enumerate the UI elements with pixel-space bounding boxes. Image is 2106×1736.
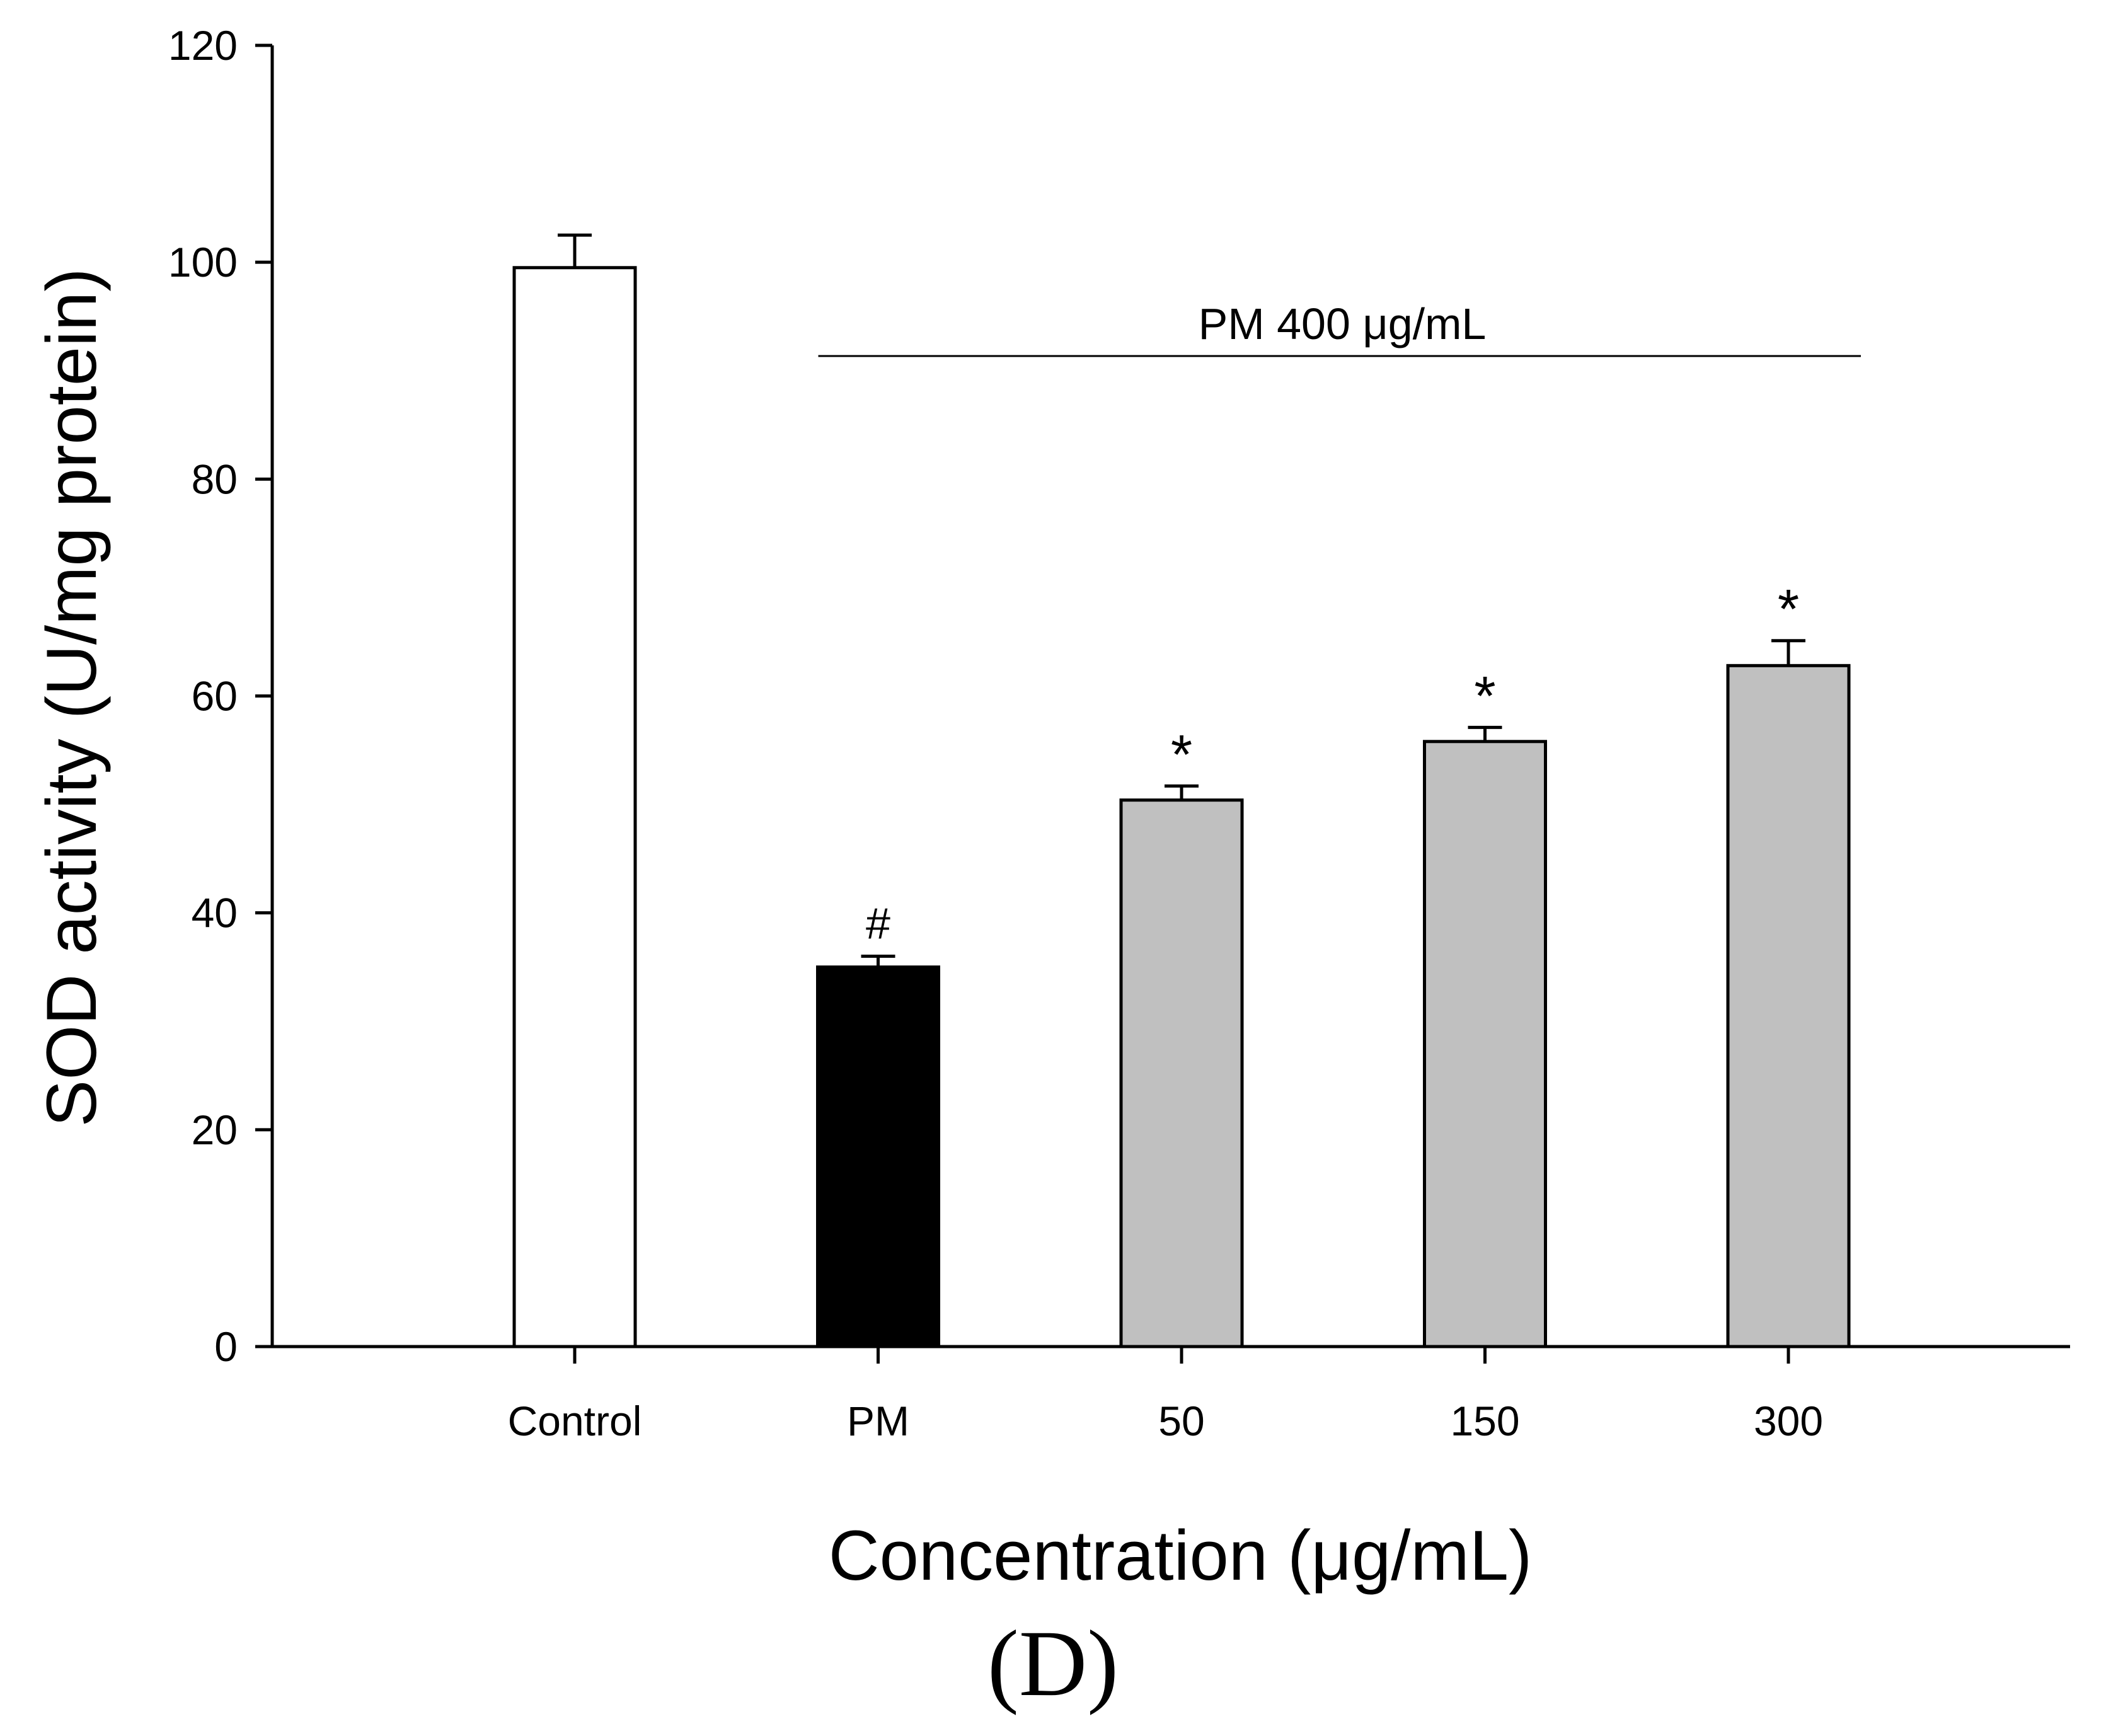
y-tick-label-100: 100 <box>168 239 238 285</box>
x-tick-label-50: 50 <box>1158 1398 1204 1444</box>
y-tick-label-120: 120 <box>168 22 238 69</box>
significance-mark-150: * <box>1474 664 1495 727</box>
x-tick-label-300: 300 <box>1754 1398 1823 1444</box>
bar-pm <box>816 965 940 1348</box>
x-tick-label-pm: PM <box>847 1398 909 1444</box>
bar-control <box>512 266 637 1348</box>
x-tick-label-control: Control <box>508 1398 642 1444</box>
bar-300 <box>1726 664 1851 1348</box>
y-tick-label-40: 40 <box>192 890 238 936</box>
significance-mark-300: * <box>1778 578 1799 640</box>
y-tick-label-0: 0 <box>214 1323 238 1370</box>
bar-50 <box>1119 798 1244 1348</box>
x-axis-label: Concentration (μg/mL) <box>829 1516 1533 1595</box>
y-axis-label: SOD activity (U/mg protein) <box>32 268 111 1127</box>
y-tick-label-80: 80 <box>192 456 238 502</box>
x-tick-label-150: 150 <box>1450 1398 1519 1444</box>
bars <box>512 233 1851 1348</box>
significance-mark-50: * <box>1171 723 1192 785</box>
labels: SOD activity (U/mg protein) Concentratio… <box>32 268 1861 1595</box>
panel-label: (D) <box>987 1611 1119 1716</box>
y-tick-label-20: 20 <box>192 1107 238 1153</box>
group-annotation-label: PM 400 μg/mL <box>1199 299 1487 348</box>
bar-150 <box>1423 740 1547 1348</box>
significance-mark-pm: # <box>866 899 890 948</box>
y-tick-label-60: 60 <box>192 673 238 720</box>
